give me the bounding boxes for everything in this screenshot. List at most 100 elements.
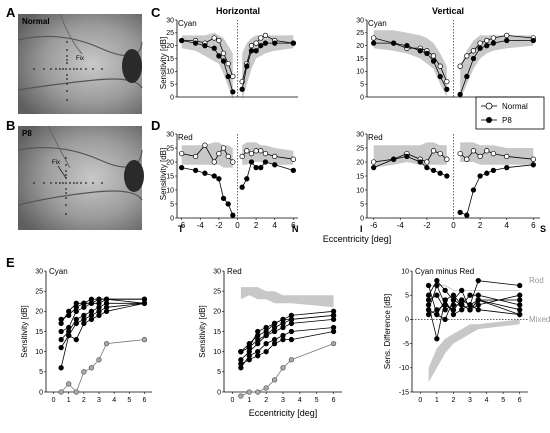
patient-series-point [96, 312, 102, 319]
normal-series-point [490, 150, 497, 157]
y-tick-label: 30 [356, 17, 364, 24]
x-tick-label: -2 [215, 221, 223, 230]
x-tick-label: 6 [291, 221, 296, 230]
p8-series-point [272, 40, 278, 46]
normal-range-band [460, 35, 534, 100]
patient-series-point [442, 316, 448, 323]
axis-end-t: T [178, 224, 184, 234]
patient-series-point [255, 340, 261, 347]
patient-series-point [238, 393, 244, 399]
patient-series-point [73, 336, 79, 343]
patient-series-line [240, 343, 334, 397]
patient-series-point [425, 282, 432, 289]
patient-series-point [81, 300, 87, 306]
y-tick-label: 20 [356, 43, 364, 50]
patient-series-point [517, 292, 523, 298]
normal-range-band [181, 142, 233, 168]
patient-series-point [246, 389, 252, 395]
patient-series-point [450, 307, 457, 313]
patient-series-point [425, 311, 432, 318]
legend-p8-label: P8 [502, 116, 512, 125]
p8-series-point [262, 159, 269, 165]
normal-series-point [437, 150, 443, 157]
p8-series-point [530, 162, 536, 168]
p8-series-point [504, 164, 510, 171]
p8-series-point [225, 73, 231, 80]
normal-series-point [262, 150, 269, 157]
patient-series-point [271, 328, 278, 335]
normal-series-point [253, 40, 259, 46]
axis-end-i: I [360, 224, 363, 234]
normal-series-point [211, 35, 217, 41]
patient-series-point [255, 389, 261, 395]
p8-series-point [477, 45, 483, 51]
x-tick-label: 0 [52, 397, 56, 404]
normal-series-point [248, 43, 255, 49]
normal-series-point [424, 159, 430, 165]
normal-series-point [225, 153, 231, 160]
p8-series-line [181, 167, 234, 216]
patient-series-point [58, 365, 64, 371]
patient-series-point [263, 332, 269, 339]
normal-series-point [225, 60, 231, 67]
normal-range-band [460, 142, 534, 165]
y-tick-label: 25 [35, 288, 43, 295]
axis-end-s: S [540, 224, 546, 234]
y-tick-label: 10 [356, 69, 364, 76]
y-tick-label: 25 [356, 145, 364, 152]
panel-letter-e: E [6, 255, 15, 270]
p8-series-point [404, 43, 410, 49]
p8-series-point [484, 170, 490, 176]
patient-series-point [467, 292, 473, 298]
normal-series-point [216, 150, 222, 157]
p8-series-point [253, 48, 259, 54]
patient-series-point [425, 297, 432, 303]
patient-series-point [475, 292, 481, 298]
patient-series-line [60, 302, 145, 340]
patient-series-point [88, 316, 95, 323]
p8-series-point [371, 164, 377, 171]
normal-series-point [216, 37, 222, 44]
x-tick-label: 6 [332, 397, 336, 404]
y-tick-label: 30 [166, 17, 174, 24]
panel-letter-c: C [151, 5, 161, 20]
patient-series-point [103, 340, 110, 347]
normal-series-point [464, 53, 470, 59]
patient-series-point [459, 287, 465, 294]
x-tick-label: 5 [501, 397, 505, 404]
y-tick-label: 30 [213, 268, 221, 275]
patient-series-point [434, 311, 440, 318]
patient-series-point [96, 296, 102, 302]
y-tick-label: 20 [356, 159, 364, 166]
patient-series-point [263, 385, 269, 391]
panel-letter-a: A [6, 5, 16, 20]
normal-series-point [470, 148, 477, 154]
p8-series-point [290, 167, 296, 174]
normal-range-band [240, 287, 334, 308]
p8-series-point [202, 170, 208, 176]
y-tick-label: 5 [170, 81, 174, 88]
patient-series-point [425, 307, 432, 313]
p8-series-point [530, 37, 536, 44]
patient-series-line [240, 327, 334, 369]
patient-series-point [238, 361, 244, 367]
column-title-horizontal: Horizontal [216, 6, 260, 16]
fix-label-b: Fix [52, 160, 60, 166]
patient-series-point [81, 320, 87, 327]
y-tick-label: 20 [166, 43, 174, 50]
p8-series-point [262, 40, 269, 46]
x-tick-label: 4 [505, 221, 510, 230]
patient-series-point [475, 307, 481, 313]
y-tick-label: 5 [360, 81, 364, 88]
p8-series-point [248, 48, 255, 54]
y-tick-label: 15 [166, 173, 174, 180]
chart-c-horizontal: 0 5 10 15 20 25 30 Cyan [166, 17, 298, 101]
y-tick-label: 25 [213, 288, 221, 295]
normal-series-point [504, 32, 510, 39]
p8-series-point [490, 167, 497, 174]
x-tick-label: 2 [451, 397, 455, 404]
p8-series-point [417, 48, 423, 54]
p8-series-point [239, 86, 245, 92]
patient-series-point [442, 297, 448, 303]
